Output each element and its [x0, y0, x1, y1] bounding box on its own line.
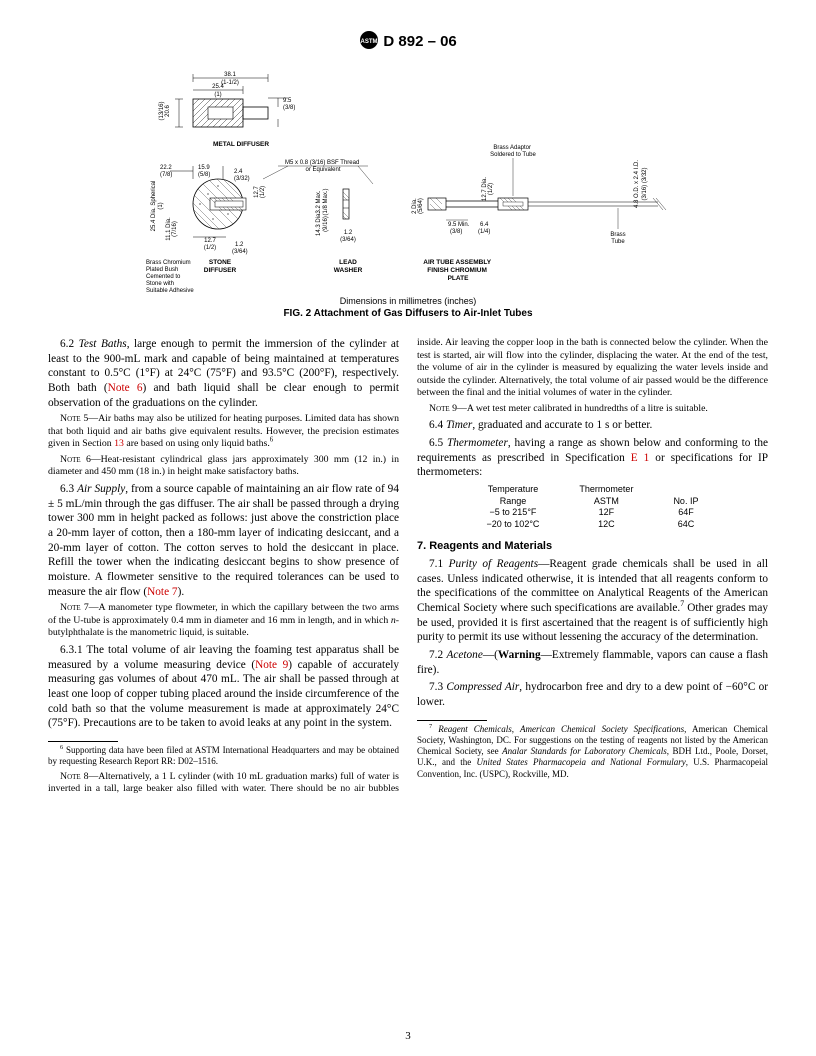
svg-text:(1/2): (1/2) — [488, 183, 494, 195]
svg-text:(13/16): (13/16) — [159, 101, 165, 120]
th-astm: ThermometerASTM — [559, 484, 653, 507]
page-header: ASTM D 892 – 06 — [48, 30, 768, 54]
svg-text:20.6: 20.6 — [165, 105, 171, 117]
p-7-1: 7.1 Purity of Reagents—Reagent grade che… — [417, 557, 768, 645]
svg-text:(5/64): (5/64) — [418, 198, 424, 214]
svg-text:14.3 Dia.: 14.3 Dia. — [316, 212, 322, 236]
p-6-3-1: 6.3.1 The total volume of air leaving th… — [48, 643, 399, 731]
designation: D 892 – 06 — [383, 33, 456, 50]
p-6-2: 6.2 Test Baths, large enough to permit t… — [48, 337, 399, 410]
footnote-7: 7 Reagent Chemicals, American Chemical S… — [417, 724, 768, 780]
p-6-3: 6.3 Air Supply, from a source capable of… — [48, 482, 399, 599]
svg-text:25.4: 25.4 — [212, 84, 224, 90]
svg-text:25.4 Dia. Spherical: 25.4 Dia. Spherical — [151, 181, 157, 232]
note-5: Note 5—Air baths may also be utilized fo… — [48, 413, 399, 451]
svg-text:4.8 O.D. x 2.4 I.D.: 4.8 O.D. x 2.4 I.D. — [634, 160, 640, 208]
svg-text:(3/16) (3/32): (3/16) (3/32) — [642, 167, 648, 200]
svg-text:22.2: 22.2 — [160, 165, 172, 171]
svg-text:(3/8): (3/8) — [283, 105, 295, 111]
footnote-6: 6 Supporting data have been filed at AST… — [48, 745, 399, 768]
svg-text:(1/2): (1/2) — [260, 186, 266, 198]
svg-text:15.9: 15.9 — [198, 165, 210, 171]
svg-text:1.2: 1.2 — [235, 242, 244, 248]
svg-text:12.7: 12.7 — [204, 238, 216, 244]
svg-text:1.2: 1.2 — [344, 230, 353, 236]
p-7-3: 7.3 Compressed Air, hydrocarbon free and… — [417, 680, 768, 709]
svg-text:BrassTube: BrassTube — [610, 232, 625, 245]
metal-diffuser-label: METAL DIFFUSER — [213, 141, 269, 148]
svg-text:(3/32): (3/32) — [234, 176, 250, 182]
p-6-5: 6.5 Thermometer, having a range as shown… — [417, 436, 768, 480]
figure-svg: 38.1 (1-1/2) 25.4 (1) — [138, 64, 678, 294]
p-7-2: 7.2 Acetone—(Warning—Extremely flammable… — [417, 648, 768, 677]
figure-2: 38.1 (1-1/2) 25.4 (1) — [48, 64, 768, 319]
svg-text:(7/8): (7/8) — [160, 172, 172, 178]
svg-text:(1/2): (1/2) — [204, 245, 216, 251]
svg-text:(1/8 Max.): (1/8 Max.) — [323, 188, 329, 215]
note-9: Note 9—A wet test meter calibrated in hu… — [417, 403, 768, 416]
th-ip: No. IP — [653, 484, 718, 507]
svg-text:(1): (1) — [158, 202, 164, 209]
note-6: Note 6—Heat-resistant cylindrical glass … — [48, 454, 399, 479]
svg-text:M5 x 0.8 (3/16) BSF Thread: M5 x 0.8 (3/16) BSF Thread or Equivalent — [285, 160, 361, 173]
svg-text:(7/16): (7/16) — [172, 221, 178, 237]
thermometer-table: TemperatureRange ThermometerASTM No. IP … — [467, 484, 719, 531]
brass-bush-label: Brass Chromium Plated Bush Cemented to S… — [146, 260, 194, 294]
svg-text:(9/16): (9/16) — [323, 216, 329, 232]
svg-text:(3/8): (3/8) — [450, 229, 462, 235]
footnote-rule-1 — [48, 741, 118, 742]
svg-text:(1/4): (1/4) — [478, 229, 490, 235]
p-6-4: 6.4 Timer, graduated and accurate to 1 s… — [417, 418, 768, 433]
svg-text:AIR TUBE ASSEMBLY FI: AIR TUBE ASSEMBLY FINISH CHROMIUM PLATE — [423, 259, 492, 282]
body-columns: 6.2 Test Baths, large enough to permit t… — [48, 337, 768, 796]
svg-text:ASTM: ASTM — [361, 39, 378, 45]
fig-dim-caption: Dimensions in millimetres (inches) — [48, 296, 768, 306]
svg-text:(5/8): (5/8) — [198, 172, 210, 178]
svg-text:3.2 Max.: 3.2 Max. — [316, 190, 322, 213]
svg-text:STONEDIFFUSER: STONEDIFFUSER — [204, 259, 237, 274]
svg-text:9.5: 9.5 — [283, 98, 292, 104]
page-number: 3 — [0, 1030, 816, 1042]
svg-text:38.1: 38.1 — [224, 72, 236, 78]
svg-text:9.5 Min.: 9.5 Min. — [448, 222, 470, 228]
section-7-head: 7. Reagents and Materials — [417, 539, 768, 553]
note-7: Note 7—A manometer type flowmeter, in wh… — [48, 602, 399, 640]
svg-text:(1): (1) — [214, 92, 221, 98]
svg-text:(3/64): (3/64) — [232, 249, 248, 255]
astm-logo: ASTM — [359, 30, 379, 54]
svg-text:LEADWASHER: LEADWASHER — [334, 259, 363, 274]
th-temp: TemperatureRange — [467, 484, 560, 507]
svg-text:6.4: 6.4 — [480, 222, 489, 228]
svg-text:(3/64): (3/64) — [340, 237, 356, 243]
svg-text:Brass Adaptor Sold: Brass Adaptor Soldered to Tube — [490, 145, 536, 158]
svg-text:2.4: 2.4 — [234, 169, 243, 175]
footnote-rule-2 — [417, 720, 487, 721]
fig-caption: FIG. 2 Attachment of Gas Diffusers to Ai… — [48, 308, 768, 319]
